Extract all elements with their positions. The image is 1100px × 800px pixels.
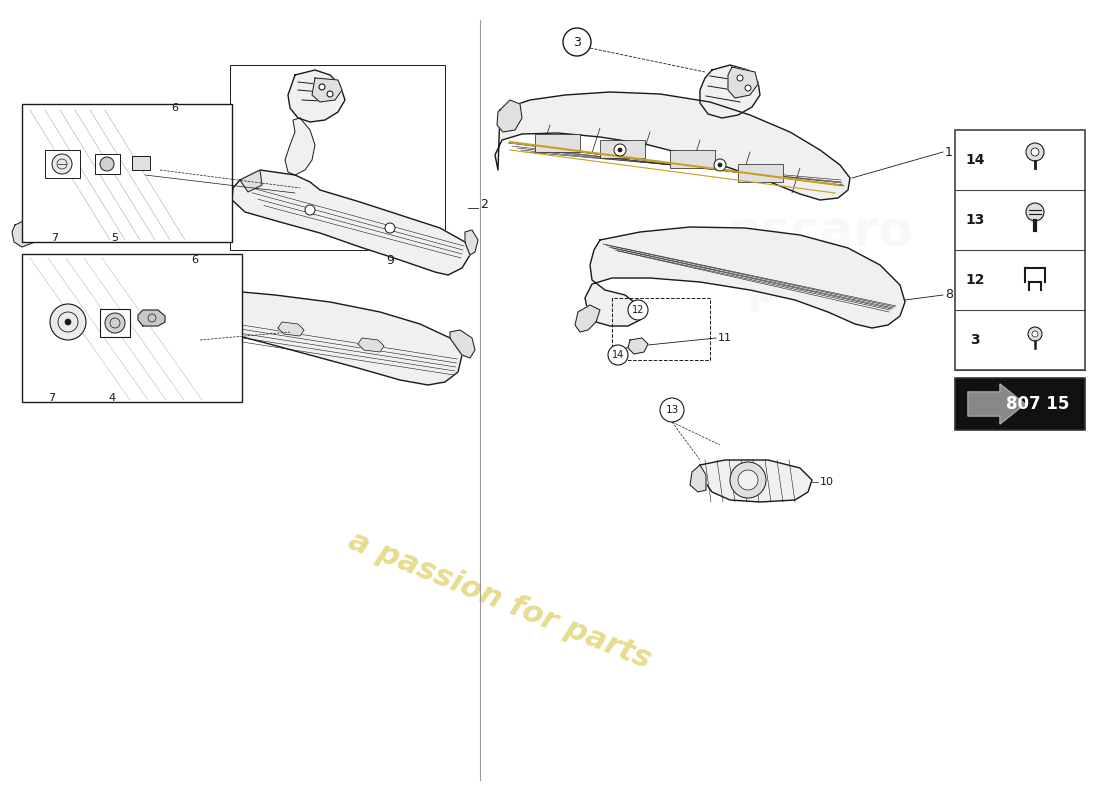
Circle shape [738, 470, 758, 490]
Circle shape [608, 345, 628, 365]
Text: 6: 6 [191, 255, 198, 265]
Text: 13: 13 [666, 405, 679, 415]
Text: 3: 3 [573, 35, 581, 49]
Text: 13: 13 [966, 213, 984, 227]
Polygon shape [628, 338, 648, 354]
Polygon shape [497, 100, 522, 132]
Text: 12: 12 [631, 305, 645, 315]
Circle shape [52, 154, 72, 174]
Circle shape [327, 91, 333, 97]
Polygon shape [232, 170, 470, 275]
Circle shape [319, 84, 324, 90]
Circle shape [1032, 331, 1038, 337]
Text: 4: 4 [109, 393, 116, 403]
Circle shape [104, 313, 125, 333]
Bar [22, 104, 232, 242]
Text: 6: 6 [172, 103, 178, 113]
Polygon shape [585, 227, 905, 328]
Text: 11: 11 [718, 333, 732, 343]
Polygon shape [288, 70, 345, 122]
Circle shape [730, 462, 766, 498]
Bar [612, 298, 710, 360]
Circle shape [100, 157, 114, 171]
Polygon shape [495, 92, 850, 200]
Polygon shape [968, 384, 1025, 424]
Circle shape [305, 205, 315, 215]
Text: 807 15: 807 15 [1006, 395, 1069, 413]
Bar [230, 65, 446, 250]
Text: oscaro
parts: oscaro parts [727, 208, 913, 312]
Circle shape [50, 304, 86, 340]
Circle shape [714, 159, 726, 171]
Bar [738, 164, 783, 182]
Polygon shape [575, 305, 600, 332]
Polygon shape [312, 78, 342, 102]
Polygon shape [240, 170, 262, 192]
Polygon shape [188, 310, 214, 324]
Polygon shape [138, 310, 165, 326]
Circle shape [745, 85, 751, 91]
Text: 14: 14 [966, 153, 984, 167]
Circle shape [1026, 143, 1044, 161]
Polygon shape [690, 465, 706, 492]
Text: a passion for parts: a passion for parts [344, 526, 656, 674]
Polygon shape [728, 67, 758, 98]
Text: 7: 7 [52, 233, 58, 243]
Circle shape [660, 398, 684, 422]
Bar [955, 130, 1085, 370]
Polygon shape [700, 460, 812, 502]
Bar [670, 150, 715, 168]
Circle shape [563, 28, 591, 56]
Bar [955, 378, 1085, 430]
Bar [535, 134, 580, 152]
Circle shape [385, 223, 395, 233]
Bar [100, 309, 130, 337]
Circle shape [65, 319, 72, 325]
Text: 3: 3 [970, 333, 980, 347]
Text: 1: 1 [945, 146, 953, 158]
Polygon shape [285, 118, 315, 175]
Polygon shape [700, 65, 760, 118]
Polygon shape [278, 322, 304, 336]
Bar [132, 156, 150, 170]
Circle shape [718, 163, 722, 167]
Text: 5: 5 [111, 233, 119, 243]
Circle shape [1031, 148, 1040, 156]
Text: 10: 10 [820, 477, 834, 487]
Polygon shape [465, 230, 478, 255]
Polygon shape [358, 338, 384, 352]
Text: 8: 8 [945, 289, 953, 302]
Circle shape [614, 144, 626, 156]
Bar [45, 150, 80, 178]
Circle shape [628, 300, 648, 320]
Circle shape [1026, 203, 1044, 221]
Text: 9: 9 [386, 254, 394, 266]
Circle shape [737, 75, 742, 81]
Bar [600, 140, 645, 158]
Circle shape [618, 148, 621, 152]
Bar [22, 254, 242, 402]
Circle shape [1028, 327, 1042, 341]
Text: 12: 12 [966, 273, 984, 287]
Bar [95, 154, 120, 174]
Polygon shape [72, 288, 462, 385]
Polygon shape [50, 295, 82, 330]
Polygon shape [12, 218, 40, 247]
Polygon shape [450, 330, 475, 358]
Text: 2: 2 [480, 198, 488, 211]
Text: 14: 14 [612, 350, 624, 360]
Text: 7: 7 [48, 393, 56, 403]
